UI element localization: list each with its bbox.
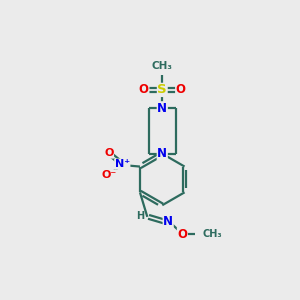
Text: N: N (157, 102, 167, 115)
Text: N: N (157, 147, 167, 160)
Text: O: O (176, 83, 186, 96)
Text: O: O (139, 83, 149, 96)
Text: H: H (136, 211, 144, 220)
Text: O: O (177, 227, 188, 241)
Text: S: S (158, 83, 167, 96)
Text: CH₃: CH₃ (202, 229, 222, 239)
Text: N⁺: N⁺ (115, 159, 130, 169)
Text: CH₃: CH₃ (152, 61, 173, 71)
Text: O⁻: O⁻ (101, 170, 116, 180)
Text: O: O (104, 148, 113, 158)
Text: N: N (163, 215, 173, 228)
